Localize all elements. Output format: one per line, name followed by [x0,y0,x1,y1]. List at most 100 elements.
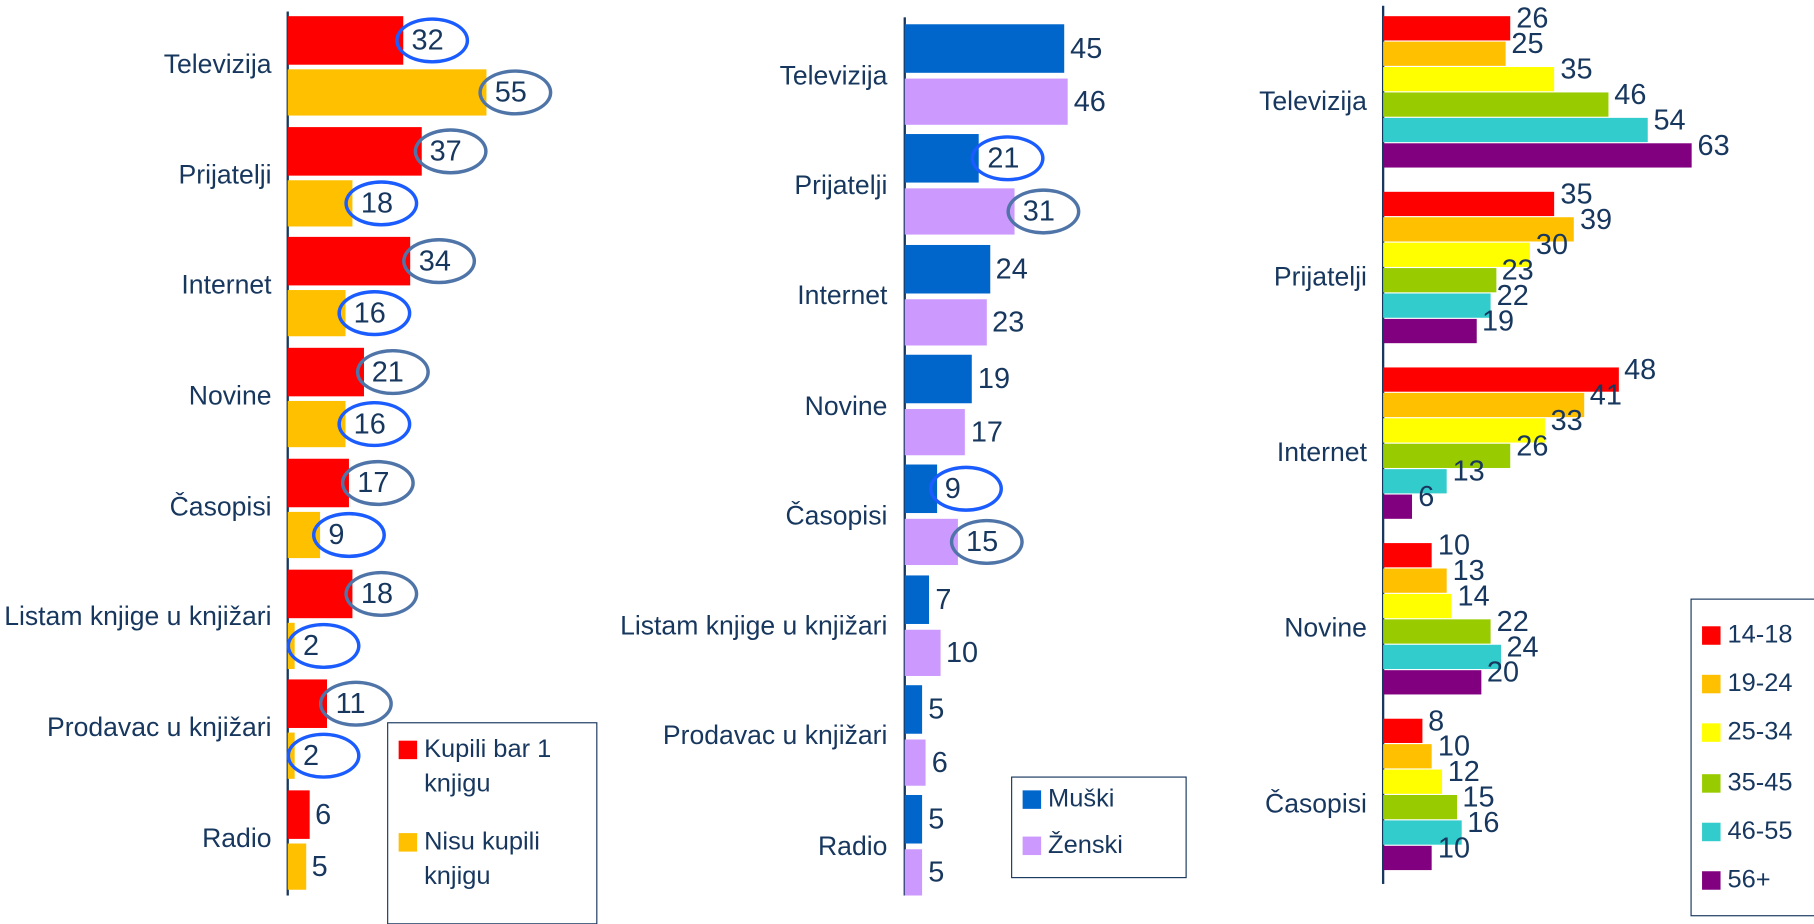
legend-swatch [1702,723,1721,742]
value-label: 10 [1437,831,1471,864]
value-label: 23 [1501,253,1534,286]
bar [1383,794,1457,820]
category-label: Časopisi [785,500,888,531]
bar [287,126,422,176]
bar [904,188,1015,235]
legend-swatch [1702,871,1721,890]
category-label: Televizija [1259,85,1367,116]
highlight-ellipse [949,519,1024,566]
bar [1383,41,1506,66]
value-label: 6 [931,746,948,779]
value-label: 35 [1560,52,1593,85]
bar [1383,217,1575,242]
bar [1383,593,1452,619]
value-label: 10 [1437,729,1471,763]
value-label: 16 [1467,805,1500,839]
bar [1383,67,1555,92]
bar [1383,92,1609,117]
value-label: 25 [1511,27,1544,60]
bar [1383,543,1433,568]
category-label: Internet [181,269,272,300]
value-label: 22 [1496,604,1529,638]
bar [904,78,1068,125]
bar [904,244,990,294]
highlight-ellipse [395,17,470,64]
bar [904,849,923,896]
value-label: 24 [1506,630,1539,663]
category-label: Prijatelji [794,169,888,200]
value-label: 46 [1614,77,1647,111]
value-label: 26 [1516,429,1549,462]
bar [1383,443,1511,468]
bar [1383,268,1496,293]
value-label: 33 [1550,403,1583,437]
bar [1383,16,1511,41]
bar [1383,318,1477,344]
category-label: Prijatelji [178,158,272,189]
highlight-ellipse [1006,188,1081,235]
value-label: 22 [1496,279,1529,312]
bar [1383,418,1545,443]
bar [1383,392,1584,418]
axis-line [286,11,289,896]
bar [287,569,353,618]
highlight-ellipse [286,622,361,669]
highlight-ellipse [413,127,488,175]
value-label: 10 [945,636,979,669]
value-label: 41 [1589,378,1622,411]
value-label: 23 [992,305,1025,339]
highlight-ellipse [286,732,361,780]
bar [287,843,306,890]
value-label: 10 [1437,528,1471,561]
legend-label: 25-34 [1727,716,1793,746]
bar [904,795,923,844]
legend-swatch [1702,774,1721,793]
category-label: Novine [188,380,272,411]
bar [904,684,923,734]
value-label: 6 [315,798,332,831]
bar [904,354,973,404]
highlight-ellipse [312,511,387,558]
value-label: 5 [928,803,945,836]
legend-swatch [1022,790,1042,809]
value-label: 15 [1462,780,1495,813]
bar [904,739,927,786]
axis-line [1381,5,1384,884]
bar [287,290,346,337]
bar [1383,117,1648,143]
bar [904,298,987,346]
bar [1383,494,1413,519]
legend-swatch [1702,822,1721,842]
highlight-ellipse [344,570,419,617]
bar [287,237,411,286]
bar [1383,143,1692,168]
value-label: 45 [1070,32,1103,65]
category-label: Internet [1276,436,1367,467]
bar [1383,293,1491,318]
value-label: 5 [928,693,945,726]
legend [1690,598,1814,917]
legend-label: 35-45 [1727,767,1793,797]
legend-label: 14-18 [1727,619,1793,649]
highlight-ellipse [344,179,419,227]
bar [904,519,958,566]
bar [904,134,980,183]
bar [287,790,310,839]
value-label: 46 [1073,85,1106,118]
value-label: 7 [935,582,952,616]
value-label: 24 [995,252,1028,285]
value-label: 13 [1452,454,1485,488]
highlight-ellipse [337,401,412,448]
value-label: 63 [1697,128,1730,162]
axis-line [903,17,906,896]
bar [1383,769,1442,794]
bar [904,574,930,624]
highlight-ellipse [402,238,477,285]
legend-swatch [1022,836,1042,856]
value-label: 14 [1457,579,1490,612]
value-label: 5 [928,856,945,889]
value-label: 19 [977,362,1011,396]
value-label: 12 [1447,755,1480,788]
value-label: 54 [1653,103,1686,136]
value-label: 6 [1418,480,1435,513]
